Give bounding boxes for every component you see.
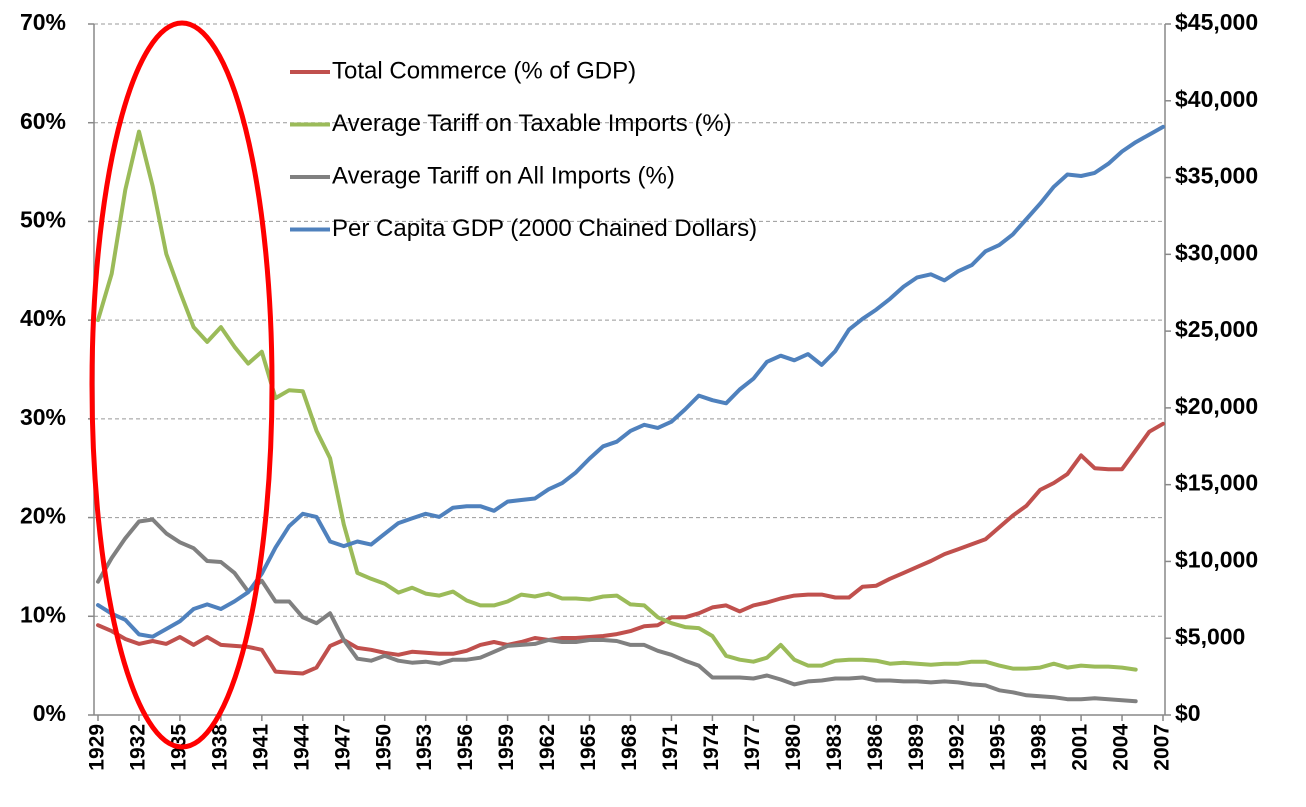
x-tick-label: 1989 — [905, 724, 928, 771]
x-tick-label: 1947 — [331, 724, 354, 771]
x-tick-label: 1983 — [823, 724, 846, 771]
x-tick-label: 1995 — [987, 724, 1010, 771]
axes: 0% 10% 20% 30% 40% 50% 60% 70% $0 $5,000 $10,000 $1… — [20, 9, 1258, 771]
series — [96, 124, 1165, 704]
y-tick-label: 70% — [20, 9, 66, 35]
legend-label: Total Commerce (% of GDP) — [332, 57, 636, 84]
series-line — [96, 421, 1165, 676]
y-tick-label: 40% — [20, 305, 66, 331]
x-tick-label: 1953 — [413, 724, 436, 771]
x-tick-label: 1980 — [782, 724, 805, 771]
y2-tick-label: $40,000 — [1175, 86, 1258, 112]
x-tick-label: 1959 — [495, 724, 518, 771]
highlight-ellipse — [89, 20, 275, 750]
x-tick-label: 1971 — [659, 724, 682, 771]
x-tick-label: 1956 — [454, 724, 477, 771]
x-tick-label: 1974 — [700, 724, 723, 771]
y2-tick-label: $10,000 — [1175, 547, 1258, 573]
y2-tick-label: $35,000 — [1175, 163, 1258, 189]
x-tick-label: 1965 — [577, 724, 600, 771]
x-tick-label: 2007 — [1151, 724, 1174, 771]
y-tick-label: 20% — [20, 503, 66, 529]
x-tick-label: 1977 — [741, 724, 764, 771]
y2-tick-label: $30,000 — [1175, 239, 1258, 265]
y2-tick-label: $25,000 — [1175, 316, 1258, 342]
legend-label: Average Tariff on All Imports (%) — [332, 162, 675, 189]
x-tick-label: 1941 — [249, 724, 272, 771]
x-tick-label: 1950 — [372, 724, 395, 771]
y2-tick-label: $0 — [1175, 700, 1201, 726]
x-tick-label: 1938 — [208, 724, 231, 771]
y-tick-label: 0% — [33, 700, 66, 726]
y-tick-label: 10% — [20, 601, 66, 627]
y-tick-label: 60% — [20, 108, 66, 134]
x-tick-label: 1968 — [618, 724, 641, 771]
legend: Total Commerce (% of GDP) Average Tariff … — [290, 57, 757, 242]
y2-tick-label: $20,000 — [1175, 393, 1258, 419]
y-tick-label: 30% — [20, 404, 66, 430]
x-tick-label: 2001 — [1069, 724, 1092, 771]
y-tick-label: 50% — [20, 207, 66, 233]
series-line — [96, 517, 1138, 704]
x-tick-label: 1962 — [536, 724, 559, 771]
legend-label: Per Capita GDP (2000 Chained Dollars) — [332, 215, 757, 242]
legend-label: Average Tariff on Taxable Imports (%) — [332, 110, 732, 137]
x-tick-label: 1998 — [1028, 724, 1051, 771]
y2-tick-label: $45,000 — [1175, 9, 1258, 35]
x-tick-label: 1944 — [290, 724, 313, 771]
series-line — [96, 124, 1165, 639]
y2-tick-label: $5,000 — [1175, 623, 1245, 649]
x-tick-label: 1929 — [86, 724, 109, 771]
y2-tick-label: $15,000 — [1175, 470, 1258, 496]
x-tick-label: 1986 — [864, 724, 887, 771]
x-tick-label: 2004 — [1110, 724, 1133, 771]
x-tick-label: 1932 — [127, 724, 150, 771]
x-tick-label: 1992 — [946, 724, 969, 771]
